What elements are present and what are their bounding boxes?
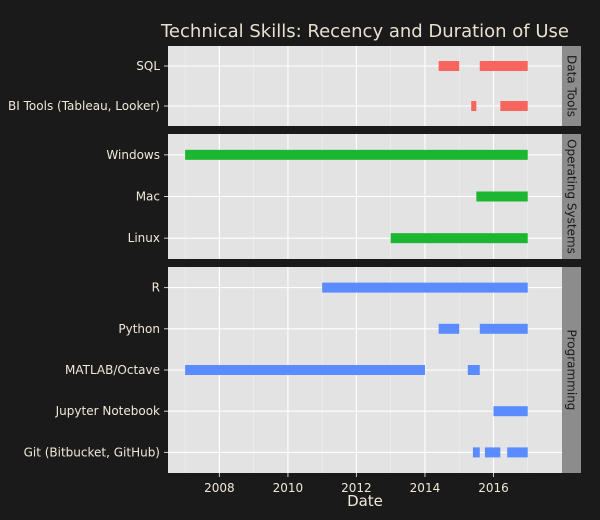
x-tick-label-2014: 2014 [410,481,441,495]
category-label-windows: Windows [106,148,160,162]
category-label-matlab-octave: MATLAB/Octave [65,363,160,377]
facet-panels: SQL BI Tools (Tableau, Looker) Data Tools W… [8,46,581,473]
bar-linux-1 [390,233,528,244]
bar-bi-tools-tableau-looker-2 [500,101,528,111]
bar-windows-1 [185,149,528,160]
bar-git-bitbucket-github-1 [472,447,480,458]
bar-sql-1 [438,61,460,71]
x-tick-label-2008: 2008 [204,481,235,495]
x-axis: 2008 2010 2012 2014 2016 [204,473,509,495]
category-label-python: Python [118,322,160,336]
facet-panel-operating-systems: Windows Mac Linux Operating Systems [106,134,581,259]
facet-strip-data-tools [562,46,581,126]
category-label-bi-tools-tableau-looker: BI Tools (Tableau, Looker) [8,99,160,113]
facet-strip-label-data-tools: Data Tools [565,55,579,117]
x-axis-title: Date [347,492,383,510]
facet-strip-label-operating-systems: Operating Systems [565,139,579,254]
category-label-jupyter-notebook: Jupyter Notebook [55,404,160,418]
bar-bi-tools-tableau-looker-1 [471,101,477,111]
bar-python-2 [479,323,528,334]
bar-git-bitbucket-github-2 [484,447,501,458]
chart-title: Technical Skills: Recency and Duration o… [160,21,569,42]
x-tick-label-2012: 2012 [341,481,372,495]
facet-strip-operating-systems [562,134,581,259]
bar-sql-2 [479,61,528,71]
panel-background [168,46,562,126]
facet-strip-label-programming: Programming [565,330,579,411]
bar-mac-1 [476,191,528,202]
x-tick-label-2010: 2010 [273,481,304,495]
facet-strip-programming [562,267,581,473]
x-tick-label-2016: 2016 [478,481,509,495]
bar-python-1 [438,323,460,334]
category-label-git-bitbucket-github: Git (Bitbucket, GitHub) [24,445,160,459]
bar-jupyter-notebook-1 [493,406,528,417]
category-label-mac: Mac [136,190,160,204]
bar-r-1 [322,282,528,293]
facet-panel-programming: R Python MATLAB/Octave Jupyter Notebook Git … [24,267,581,473]
bar-matlab-octave-2 [467,365,480,375]
category-label-sql: SQL [136,59,160,73]
bar-matlab-octave-1 [185,365,425,375]
bar-git-bitbucket-github-3 [507,447,528,458]
category-label-r: R [152,281,160,295]
category-label-linux: Linux [128,231,160,245]
facet-panel-data-tools: SQL BI Tools (Tableau, Looker) Data Tools [8,46,581,126]
